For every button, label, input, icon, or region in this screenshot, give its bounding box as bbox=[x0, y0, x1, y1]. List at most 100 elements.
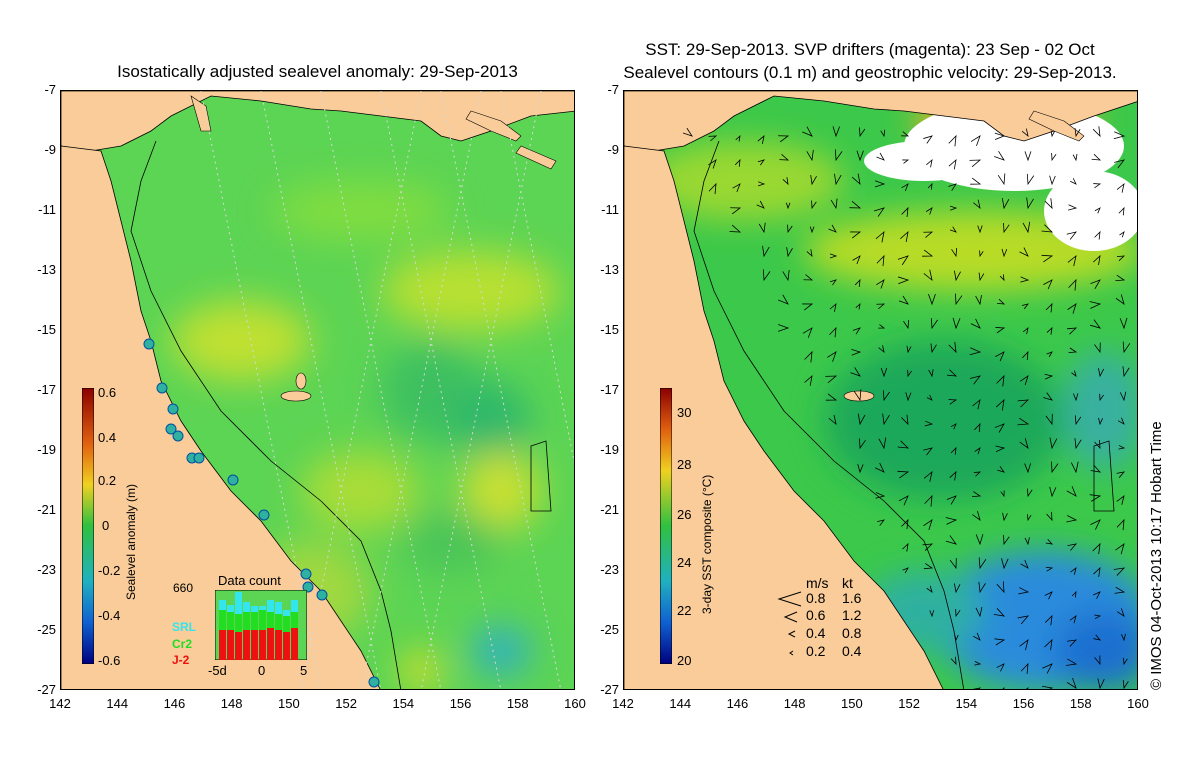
velocity-arrow bbox=[1042, 663, 1053, 674]
velocity-arrow bbox=[1074, 128, 1081, 138]
velocity-arrow bbox=[850, 367, 861, 377]
velocity-arrow bbox=[1115, 543, 1125, 555]
velocity-arrow bbox=[948, 399, 958, 405]
velocity-arrow bbox=[827, 351, 837, 362]
velocity-arrow bbox=[1119, 317, 1128, 330]
velocity-arrow bbox=[1022, 350, 1029, 361]
y-axis-tick: -11 bbox=[38, 202, 56, 217]
velocity-arrow bbox=[1122, 341, 1131, 354]
velocity-arrow bbox=[901, 414, 909, 426]
velocity-arrow bbox=[1115, 274, 1126, 282]
inset-data-count-chart bbox=[215, 590, 307, 660]
x-axis-tick: 144 bbox=[669, 696, 692, 711]
velocity-arrow bbox=[802, 327, 813, 338]
velocity-arrow bbox=[949, 226, 957, 233]
y-axis-tick: -9 bbox=[44, 142, 56, 157]
velocity-arrow bbox=[1118, 206, 1125, 216]
inset-title: Data count bbox=[218, 573, 281, 588]
velocity-arrow bbox=[1093, 566, 1101, 578]
velocity-arrow bbox=[810, 174, 817, 186]
sealevel-contour bbox=[693, 140, 965, 689]
cbar-left-tick: -0.2 bbox=[98, 563, 121, 578]
velocity-arrow bbox=[875, 492, 886, 499]
cbar-right-tick: 22 bbox=[677, 603, 692, 618]
x-axis-tick: 152 bbox=[335, 696, 357, 711]
velocity-arrow bbox=[897, 440, 910, 449]
velocity-arrow bbox=[978, 581, 986, 594]
velocity-arrow bbox=[778, 135, 790, 143]
velocity-arrow bbox=[995, 445, 1006, 452]
velocity-arrow bbox=[1093, 634, 1102, 641]
cbar-left-tick: -0.6 bbox=[98, 653, 121, 668]
velocity-arrow bbox=[804, 350, 813, 363]
velocity-arrow bbox=[949, 558, 957, 570]
velocity-arrow bbox=[829, 279, 837, 286]
velocity-arrow bbox=[1074, 438, 1082, 450]
velocity-arrow bbox=[970, 135, 981, 147]
velocity-arrow bbox=[1049, 175, 1056, 186]
velocity-arrow bbox=[1046, 326, 1053, 335]
velocity-arrow bbox=[930, 343, 937, 354]
velocity-arrow bbox=[903, 319, 910, 330]
velocity-arrow bbox=[973, 632, 981, 641]
velocity-arrow bbox=[1070, 178, 1077, 185]
velocity-arrow bbox=[1026, 173, 1035, 186]
sealevel-colorbar bbox=[82, 388, 94, 664]
left-map-title: Isostatically adjusted sealevel anomaly:… bbox=[117, 62, 518, 81]
velocity-arrow bbox=[708, 159, 717, 169]
velocity-arrow bbox=[1046, 351, 1053, 358]
velocity-arrow bbox=[852, 327, 861, 335]
velocity-arrow bbox=[1041, 224, 1054, 233]
y-axis-tick: -25 bbox=[600, 622, 619, 637]
velocity-arrow bbox=[1067, 543, 1078, 551]
velocity-arrow bbox=[730, 207, 742, 215]
velocity-arrow bbox=[949, 470, 957, 481]
cbar-right-label: 3-day SST composite (°C) bbox=[700, 474, 714, 614]
legend-header-ms: m/s bbox=[806, 575, 829, 591]
velocity-arrow bbox=[1001, 558, 1009, 570]
velocity-arrow bbox=[948, 341, 957, 354]
velocity-arrow bbox=[996, 581, 1005, 594]
y-axis-tick: -17 bbox=[37, 382, 56, 397]
velocity-arrow bbox=[977, 225, 983, 234]
velocity-arrow bbox=[969, 347, 982, 356]
velocity-arrow bbox=[850, 231, 862, 239]
y-axis-tick: -23 bbox=[37, 562, 56, 577]
velocity-arrow bbox=[1116, 471, 1126, 478]
velocity-arrow bbox=[828, 414, 837, 426]
y-axis-tick: -15 bbox=[37, 322, 56, 337]
velocity-arrow bbox=[762, 269, 771, 282]
velocity-arrow bbox=[1050, 130, 1056, 138]
velocity-arrow bbox=[849, 200, 862, 209]
velocity-arrow bbox=[785, 202, 791, 210]
velocity-arrow bbox=[1067, 254, 1077, 267]
velocity-arrow bbox=[923, 231, 934, 238]
legend-ms-value: 0.8 bbox=[806, 590, 826, 606]
velocity-arrow bbox=[1089, 319, 1101, 329]
velocity-arrow bbox=[946, 369, 958, 377]
velocity-arrow bbox=[1044, 591, 1053, 600]
velocity-arrow bbox=[926, 585, 933, 593]
sst-map bbox=[623, 90, 1138, 690]
y-axis-tick: -21 bbox=[37, 502, 56, 517]
x-axis-tick: 142 bbox=[612, 696, 634, 711]
velocity-arrow bbox=[897, 276, 910, 285]
velocity-arrow bbox=[735, 134, 741, 142]
inset-bars bbox=[219, 592, 298, 660]
velocity-arrow bbox=[995, 398, 1005, 411]
velocity-arrow bbox=[997, 173, 1006, 186]
velocity-arrow bbox=[1072, 153, 1078, 162]
velocity-arrow bbox=[782, 269, 790, 282]
velocity-arrow bbox=[811, 200, 817, 210]
reef-contour bbox=[530, 440, 552, 512]
velocity-arrow bbox=[1098, 417, 1103, 426]
velocity-arrow bbox=[926, 158, 933, 168]
cbar-right-tick: 24 bbox=[677, 555, 692, 570]
velocity-arrow bbox=[1045, 302, 1053, 313]
velocity-arrow bbox=[873, 207, 885, 217]
velocity-arrow bbox=[972, 491, 982, 498]
right-map-title-line2: Sealevel contours (0.1 m) and geostrophi… bbox=[623, 63, 1117, 82]
velocity-arrow bbox=[1089, 494, 1102, 502]
velocity-arrow bbox=[1017, 417, 1030, 426]
x-axis-tick: 160 bbox=[564, 696, 586, 711]
